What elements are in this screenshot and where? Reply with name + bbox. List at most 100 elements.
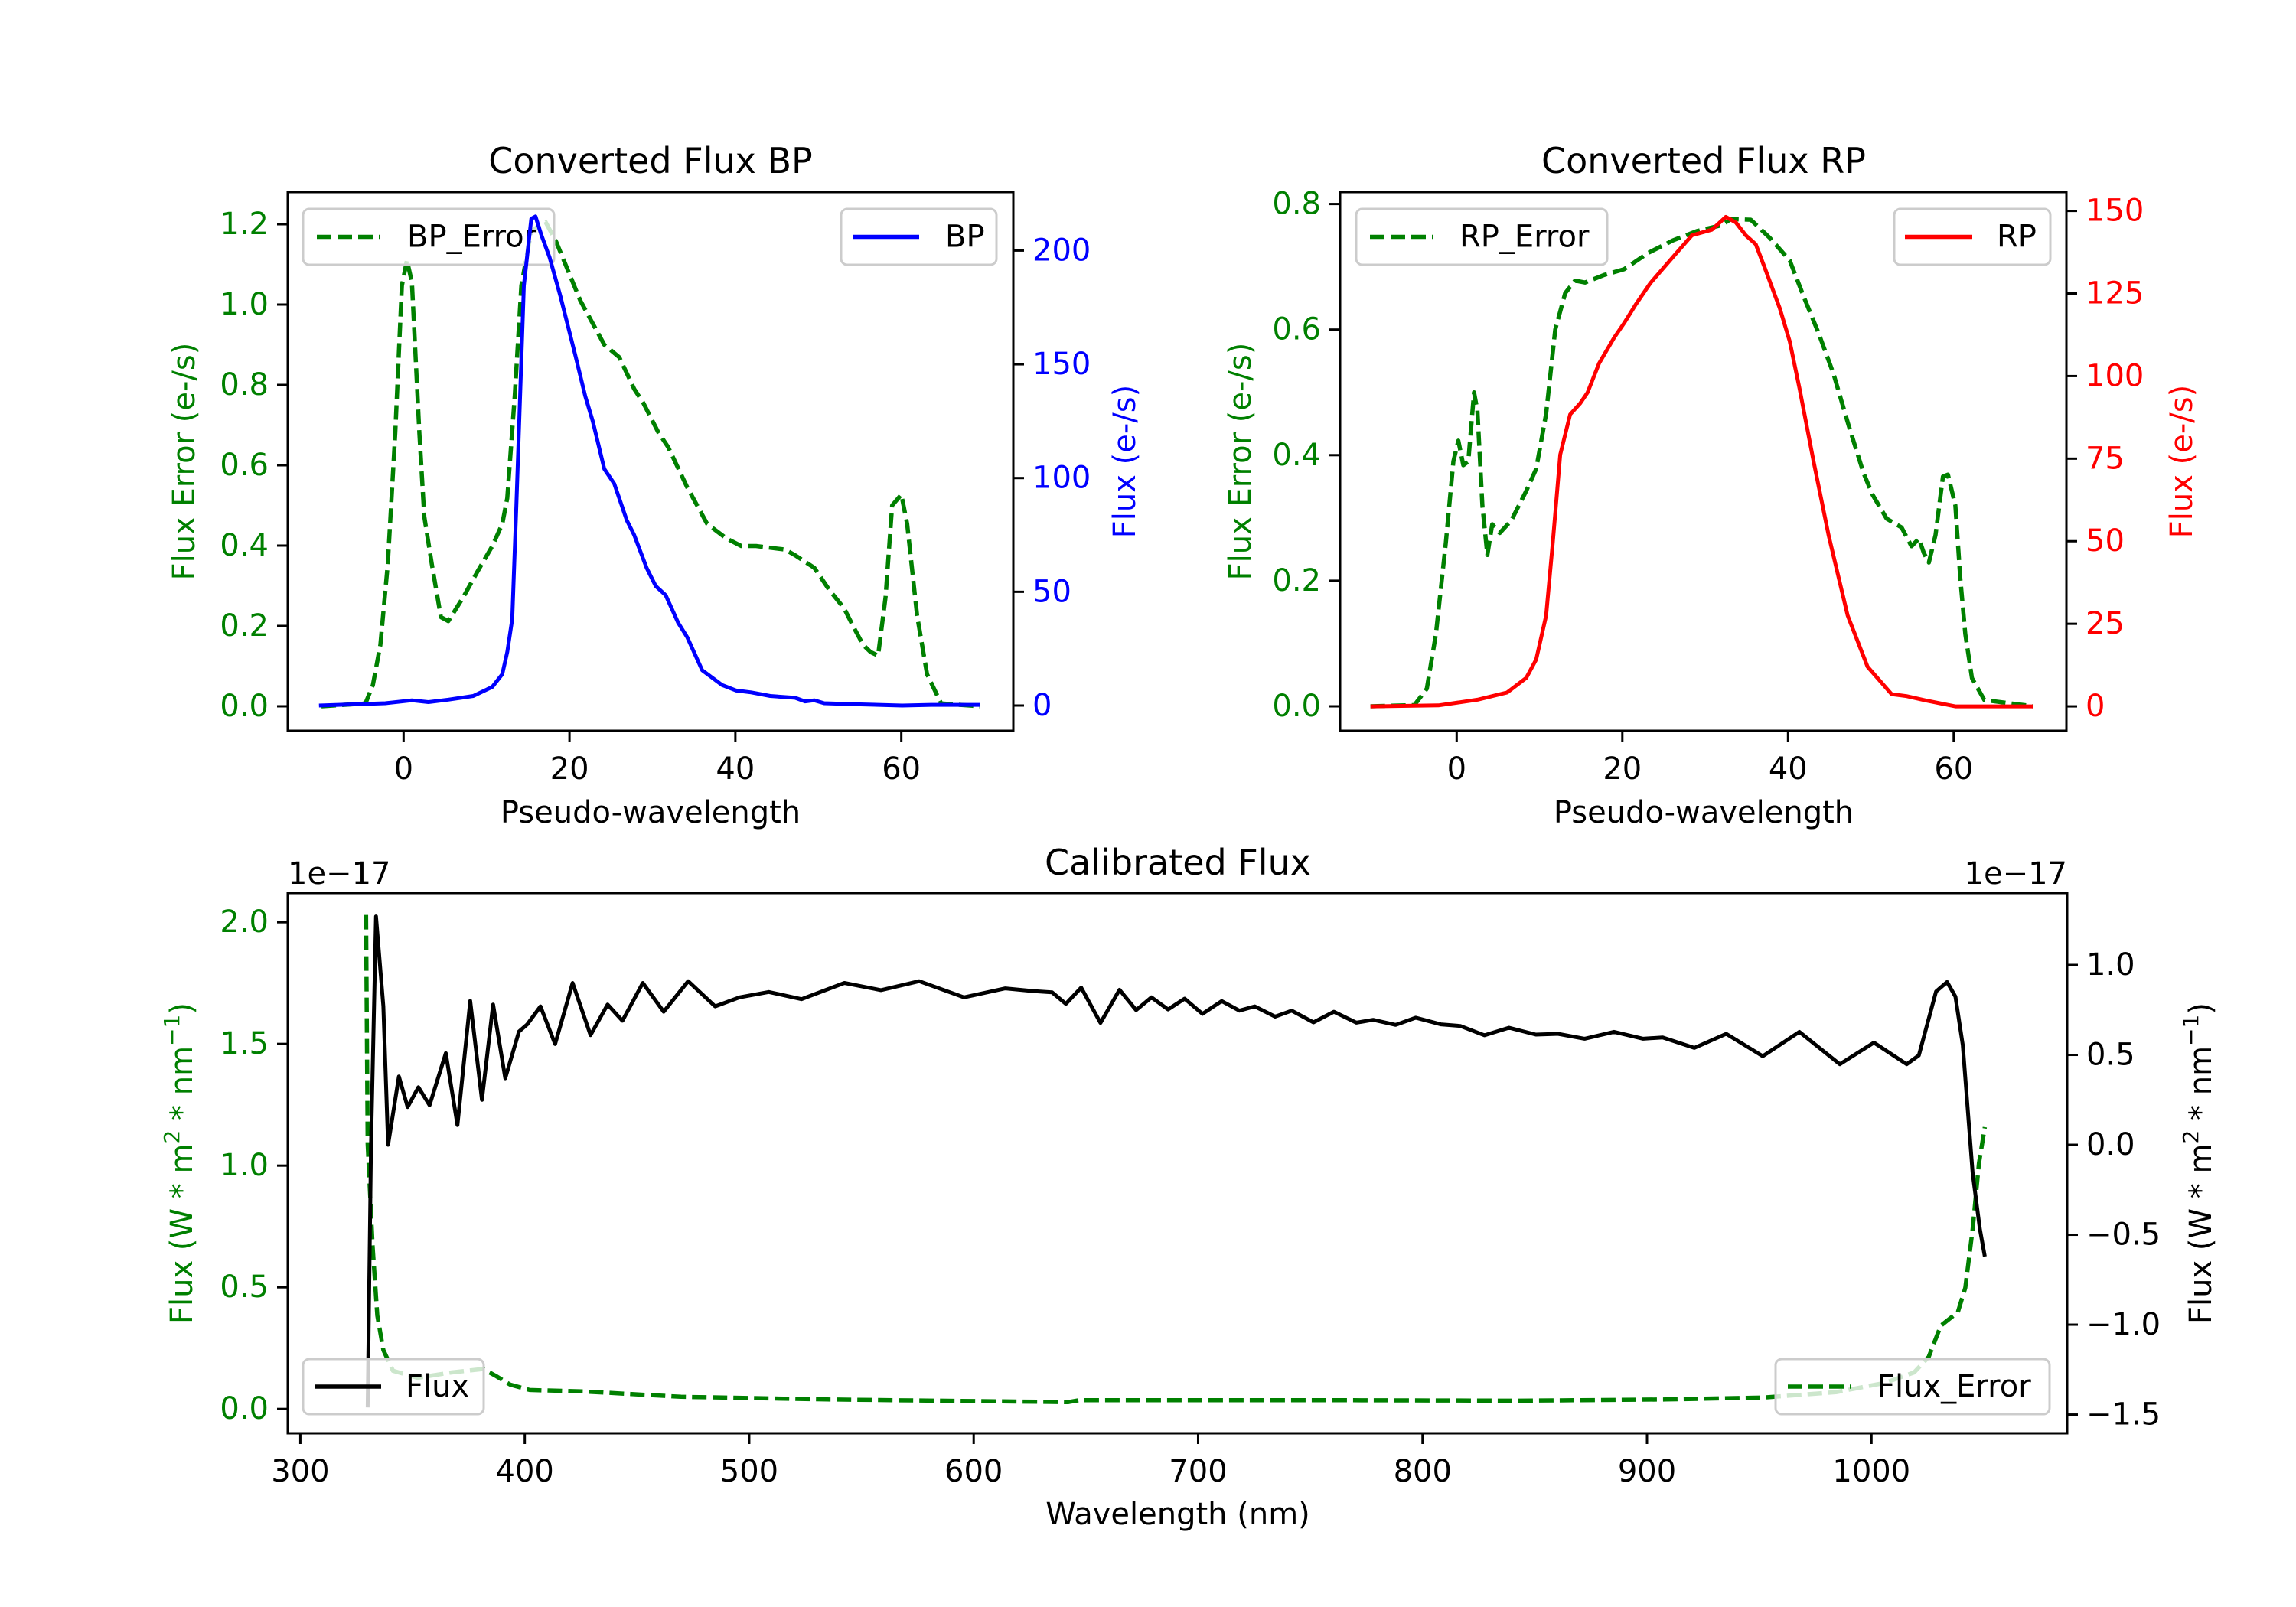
axes-frame xyxy=(286,191,1015,732)
x-tick-label: 800 xyxy=(1394,1454,1452,1489)
label-part: Flux (W * m xyxy=(2183,1144,2219,1324)
y-right-tick-label: −1.0 xyxy=(2086,1307,2161,1342)
y-right-tick-label: 200 xyxy=(1032,233,1091,268)
y-left-tick-label: 1.2 xyxy=(220,207,269,242)
x-tick-label: 700 xyxy=(1169,1454,1227,1489)
y-left-tick-label: 0.0 xyxy=(1272,689,1321,724)
y-right-tick-label: 1.0 xyxy=(2086,947,2135,983)
y-left-tick-label: 1.0 xyxy=(220,287,269,322)
y-axis-right-label: Flux (e-/s) xyxy=(2164,385,2200,538)
y-right-tick-label: −0.5 xyxy=(2086,1217,2161,1253)
x-tick-label: 0 xyxy=(394,751,413,787)
y-right-tick-label: 150 xyxy=(1032,347,1091,382)
chart-title: Converted Flux BP xyxy=(488,140,813,181)
y-right-tick-label: 150 xyxy=(2086,194,2144,229)
series-line-flux xyxy=(365,914,1987,1408)
y-left-tick-label: 1.0 xyxy=(220,1148,269,1183)
y-axis-left-label: Flux Error (e-/s) xyxy=(167,343,202,581)
legend: BP_Error xyxy=(302,207,556,266)
legend-frame xyxy=(1774,1358,2051,1416)
legend-frame xyxy=(302,207,556,266)
y-left-tick-label: 0.6 xyxy=(1272,312,1321,347)
y-right-tick-label: 0.5 xyxy=(2086,1038,2135,1073)
y-left-tick-label: 0.2 xyxy=(1272,563,1321,598)
label-part: Flux (W * m xyxy=(165,1144,200,1324)
y-axis-right-offset: 1e−17 xyxy=(1965,856,2067,892)
y-right-tick-label: 0.0 xyxy=(2086,1127,2135,1162)
x-tick-label: 600 xyxy=(944,1454,1003,1489)
plot-area: RP_Error RP 0 20 40 60 0.0 0.2 0.4 0.6 0.8 0 25 50 75 1… xyxy=(1272,187,2144,787)
x-tick-label: 40 xyxy=(716,751,755,787)
plot-area: BP_Error BP 0 20 40 60 0.0 0.2 0.4 0.6 0.8 1.0 1.2 0 5… xyxy=(220,191,1091,787)
series-line-rp-error xyxy=(1370,217,2034,709)
legend-label: BP_Error xyxy=(407,220,537,255)
y-left-tick-label: 0.2 xyxy=(220,608,269,644)
x-tick-label: 0 xyxy=(1447,751,1466,787)
chart-converted-flux-rp: Converted Flux RP Pseudo-wavelength Flux… xyxy=(1223,140,2200,830)
x-axis-label: Pseudo-wavelength xyxy=(1554,795,1854,830)
axes-frame xyxy=(1339,191,2068,732)
x-tick-label: 400 xyxy=(496,1454,554,1489)
x-axis-label: Wavelength (nm) xyxy=(1045,1497,1310,1532)
label-superscript: 2 xyxy=(2178,1130,2203,1144)
legend: Flux_Error xyxy=(1774,1358,2051,1416)
label-part: ) xyxy=(2183,1002,2219,1015)
chart-title: Converted Flux RP xyxy=(1541,140,1866,181)
label-superscript: −1 xyxy=(159,1015,184,1046)
x-tick-label: 40 xyxy=(1769,751,1808,787)
chart-converted-flux-bp: Converted Flux BP Pseudo-wavelength Flux… xyxy=(167,140,1143,830)
plot-area: Flux Flux_Error 300 400 500 600 700 800 900 1000 0… xyxy=(220,892,2161,1489)
legend: Flux xyxy=(302,1358,485,1416)
legend-label: RP_Error xyxy=(1459,220,1590,255)
label-superscript: −1 xyxy=(2178,1015,2203,1046)
label-superscript: 2 xyxy=(159,1130,184,1144)
y-left-tick-label: 0.4 xyxy=(220,528,269,563)
y-right-tick-label: 50 xyxy=(1032,574,1071,609)
y-left-tick-label: 0.6 xyxy=(220,448,269,483)
y-right-tick-label: 50 xyxy=(2086,523,2125,559)
legend: RP_Error xyxy=(1355,207,1609,266)
chart-title: Calibrated Flux xyxy=(1045,842,1311,883)
y-left-tick-label: 0.0 xyxy=(220,689,269,724)
label-part: ) xyxy=(165,1002,200,1015)
x-tick-label: 20 xyxy=(1603,751,1642,787)
label-part: * nm xyxy=(2183,1046,2219,1130)
axes-frame xyxy=(286,892,2069,1435)
y-left-tick-label: 0.5 xyxy=(220,1270,269,1305)
y-right-tick-label: 25 xyxy=(2086,606,2125,641)
legend-label: Flux_Error xyxy=(1877,1369,2031,1404)
series-line-bp-error xyxy=(321,220,980,709)
y-left-tick-label: 0.4 xyxy=(1272,438,1321,473)
x-axis-label: Pseudo-wavelength xyxy=(501,795,801,830)
label-part: * nm xyxy=(165,1046,200,1130)
series-line-bp xyxy=(318,214,980,708)
series-line-rp xyxy=(1370,214,2033,709)
legend-frame xyxy=(1355,207,1609,266)
y-left-tick-label: 0.0 xyxy=(220,1391,269,1426)
y-axis-right-label: Flux (e-/s) xyxy=(1107,385,1143,538)
legend-label: RP xyxy=(1997,220,2037,255)
legend: RP xyxy=(1893,207,2052,266)
legend: BP xyxy=(840,207,998,266)
y-right-tick-label: −1.5 xyxy=(2086,1397,2161,1433)
y-left-tick-label: 0.8 xyxy=(220,367,269,403)
y-right-tick-label: 0 xyxy=(1032,688,1052,723)
legend-label: BP xyxy=(945,220,985,255)
legend-frame xyxy=(302,1358,485,1416)
y-right-tick-label: 0 xyxy=(2086,689,2105,724)
y-axis-left-label: Flux (W * m2 * nm−1) xyxy=(159,1002,201,1324)
y-right-tick-label: 125 xyxy=(2086,276,2144,311)
x-tick-label: 1000 xyxy=(1832,1454,1910,1489)
legend-label: Flux xyxy=(406,1369,469,1404)
x-tick-label: 300 xyxy=(271,1454,329,1489)
y-left-tick-label: 2.0 xyxy=(220,905,269,940)
x-tick-label: 500 xyxy=(720,1454,778,1489)
y-left-tick-label: 1.5 xyxy=(220,1026,269,1061)
y-left-tick-label: 0.8 xyxy=(1272,187,1321,222)
x-tick-label: 20 xyxy=(550,751,589,787)
x-tick-label: 60 xyxy=(882,751,921,787)
y-axis-left-label: Flux Error (e-/s) xyxy=(1223,343,1258,581)
y-right-tick-label: 100 xyxy=(1032,461,1091,496)
chart-calibrated-flux: Calibrated Flux 1e−17 1e−17 Wavelength (… xyxy=(159,842,2219,1532)
